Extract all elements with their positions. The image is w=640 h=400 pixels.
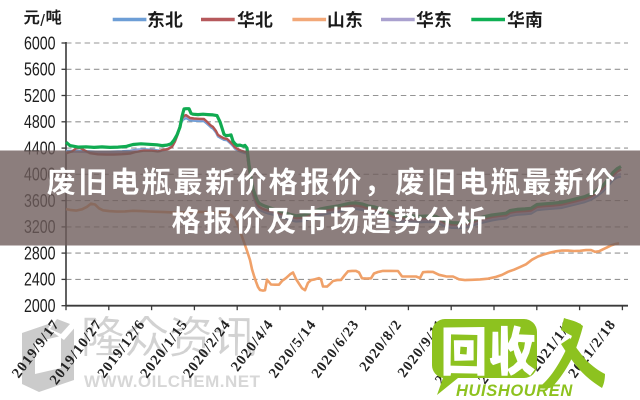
svg-text:WWW.OILCHEM.NET: WWW.OILCHEM.NET: [84, 372, 261, 391]
svg-text:4800: 4800: [24, 112, 56, 132]
svg-text:2400: 2400: [24, 270, 56, 290]
svg-text:2000: 2000: [24, 296, 56, 316]
svg-text:6000: 6000: [24, 33, 56, 53]
svg-text:5200: 5200: [24, 86, 56, 106]
svg-text:5600: 5600: [24, 60, 56, 80]
svg-text:/: /: [40, 11, 45, 30]
svg-text:2800: 2800: [24, 243, 56, 263]
svg-text:HUISHOUREN: HUISHOUREN: [456, 382, 573, 400]
